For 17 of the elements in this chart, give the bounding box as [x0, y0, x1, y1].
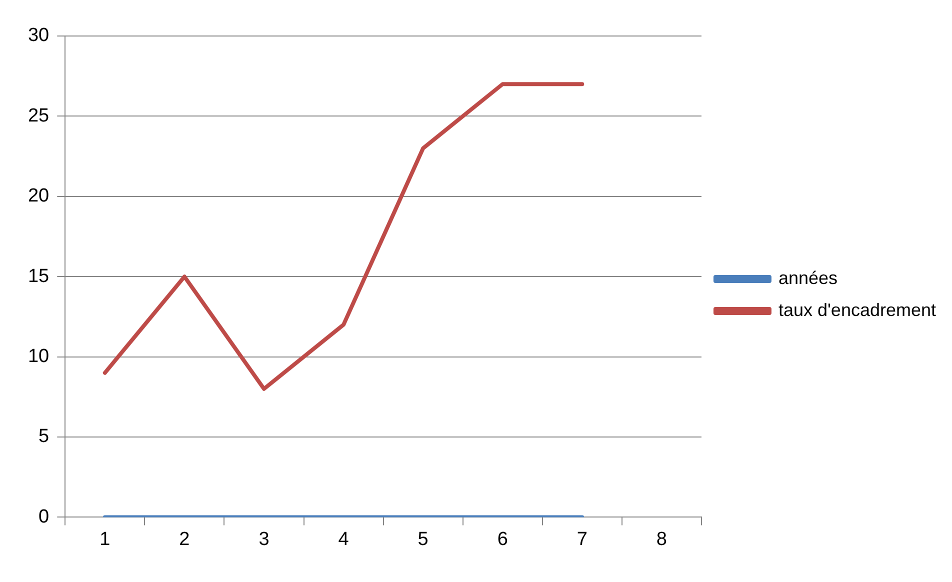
x-tick-label: 6 — [497, 528, 508, 550]
x-tick-label: 7 — [576, 528, 588, 550]
x-tick-label: 5 — [418, 528, 428, 550]
x-tick-label: 1 — [100, 528, 110, 550]
y-tick-label: 25 — [28, 105, 50, 126]
x-tick-label: 3 — [258, 528, 270, 550]
legend-label: années — [778, 268, 838, 288]
y-tick-label: 5 — [38, 426, 50, 448]
y-tick-label: 30 — [28, 25, 50, 46]
legend-label: taux d'encadrement — [778, 300, 936, 320]
x-tick-label: 4 — [338, 528, 350, 550]
y-tick-label: 20 — [28, 186, 50, 207]
y-tick-label: 10 — [28, 346, 50, 368]
y-tick-label: 0 — [38, 506, 50, 528]
x-tick-label: 2 — [179, 528, 190, 550]
x-tick-label: 8 — [656, 528, 667, 550]
y-tick-label: 15 — [28, 266, 50, 287]
